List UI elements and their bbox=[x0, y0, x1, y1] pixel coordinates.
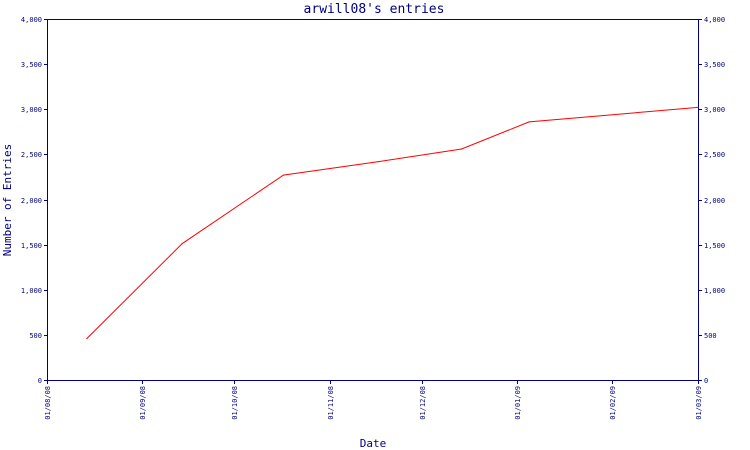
x-tick-label: 01/12/08 bbox=[419, 386, 427, 420]
y-tick-label-right: 1,000 bbox=[704, 287, 725, 295]
y-tick-label-left: 1,500 bbox=[21, 242, 42, 250]
y-axis-label: Number of Entries bbox=[1, 144, 14, 257]
x-axis-label: Date bbox=[360, 437, 387, 450]
x-tick-label: 01/08/08 bbox=[44, 386, 52, 420]
y-tick-label-right: 500 bbox=[704, 332, 717, 340]
y-tick-label-left: 2,500 bbox=[21, 151, 42, 159]
data-point bbox=[181, 243, 183, 245]
y-tick-label-right: 4,000 bbox=[704, 16, 725, 24]
x-tick-label: 01/09/08 bbox=[139, 386, 147, 420]
data-point bbox=[282, 174, 284, 176]
x-tick-label: 01/10/08 bbox=[231, 386, 239, 420]
y-tick-label-right: 2,000 bbox=[704, 197, 725, 205]
y-tick-label-left: 500 bbox=[29, 332, 42, 340]
data-point bbox=[378, 161, 380, 163]
x-axis: 01/08/08 01/09/08 01/10/08 01/11/08 01/12/08… bbox=[44, 380, 703, 420]
data-point bbox=[461, 148, 463, 150]
y-tick-label-right: 3,000 bbox=[704, 106, 725, 114]
y-tick-label-right: 1,500 bbox=[704, 242, 725, 250]
series-line bbox=[86, 106, 699, 339]
y-tick-label-right: 3,500 bbox=[704, 61, 725, 69]
y-tick-label-left: 0 bbox=[38, 377, 42, 385]
x-tick-label: 01/03/09 bbox=[695, 386, 703, 420]
y-tick-label-left: 2,000 bbox=[21, 197, 42, 205]
y-tick-label-left: 4,000 bbox=[21, 16, 42, 24]
data-point bbox=[86, 337, 88, 340]
y-tick-label-right: 2,500 bbox=[704, 151, 725, 159]
data-point bbox=[528, 121, 530, 123]
plot-frame bbox=[47, 19, 699, 381]
y-tick-label-left: 3,500 bbox=[21, 61, 42, 69]
data-point bbox=[697, 106, 699, 108]
y-tick-label-right: 0 bbox=[704, 377, 708, 385]
y-axis-left: 0 500 1,000 1,500 2,000 2,500 3,000 3,500 4,000 bbox=[21, 16, 47, 385]
y-axis-right: 0 500 1,000 1,500 2,000 2,500 3,000 3,500 4,000 bbox=[699, 16, 725, 385]
chart-title: arwill08's entries bbox=[304, 2, 445, 17]
series-group bbox=[86, 106, 699, 340]
x-tick-label: 01/02/09 bbox=[609, 386, 617, 420]
x-tick-label: 01/01/09 bbox=[514, 386, 522, 420]
y-tick-label-left: 1,000 bbox=[21, 287, 42, 295]
y-tick-label-left: 3,000 bbox=[21, 106, 42, 114]
x-tick-label: 01/11/08 bbox=[327, 386, 335, 420]
